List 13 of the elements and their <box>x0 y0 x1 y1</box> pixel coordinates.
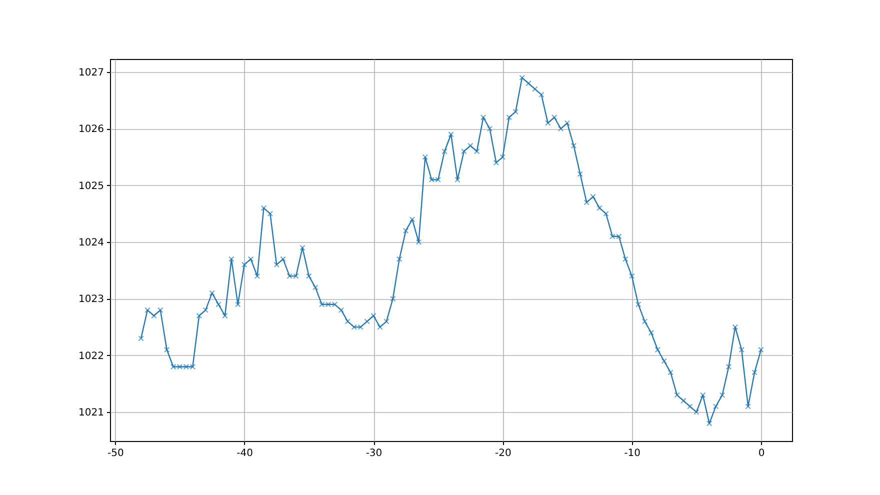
y-tick-label: 1024 <box>78 238 104 249</box>
y-tick-label: 1027 <box>78 68 104 79</box>
x-tick-label: -20 <box>494 448 512 459</box>
x-tick-label: -50 <box>107 448 124 459</box>
y-tick-label: 1021 <box>78 408 104 419</box>
y-tick-label: 1023 <box>78 294 104 306</box>
y-tick-label: 1026 <box>78 124 104 136</box>
x-tick-label: -10 <box>624 448 641 459</box>
y-tick-label: 1022 <box>78 350 104 362</box>
x-tick-label: -30 <box>366 448 382 459</box>
x-tick-label: -40 <box>236 448 254 459</box>
y-tick-label: 1025 <box>78 180 104 192</box>
x-tick-label: 0 <box>758 448 765 459</box>
